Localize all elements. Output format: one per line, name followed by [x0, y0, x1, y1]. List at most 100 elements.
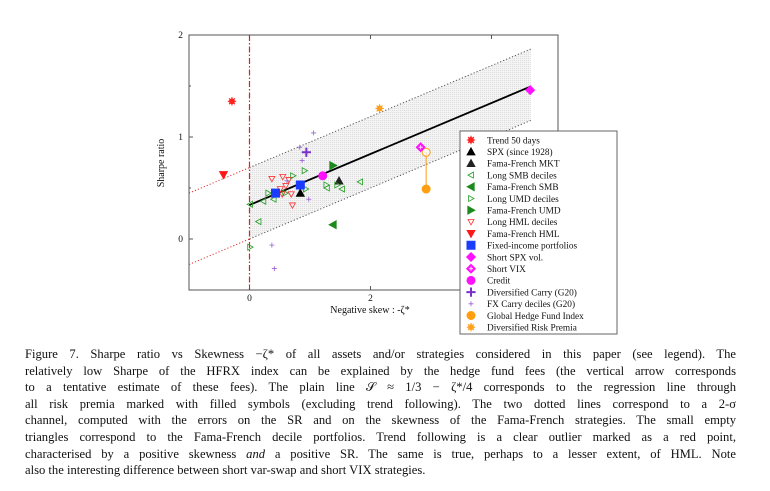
point-fixed-income-portfolios [271, 188, 281, 198]
point-long-umd-deciles [290, 172, 297, 180]
point-fama-french-umd-shape [329, 160, 338, 171]
legend-marker-long-umd-deciles-shape [468, 194, 475, 203]
point-long-umd-deciles-shape [247, 243, 254, 251]
legend-box [459, 130, 618, 335]
legend-marker-global-hedge-fund-index-shape [466, 310, 476, 320]
point-fixed-income-portfolios-shape [295, 180, 305, 190]
legend-marker-diversified-risk-premia [466, 323, 476, 332]
point-global-hedge-fund-index-shape [421, 184, 431, 194]
legend-marker-fama-french-hml [466, 229, 476, 239]
legend-label: Trend 50 days [487, 136, 540, 146]
legend-marker-long-hml-deciles-shape [467, 219, 475, 226]
point-fx-carry-deciles-g20-shape [297, 144, 303, 150]
channel-upper-line-negative [189, 167, 250, 194]
point-long-hml-deciles-shape [279, 173, 287, 181]
y-tick-label: 0 [178, 235, 183, 245]
point-long-hml-deciles [288, 202, 297, 210]
legend-marker-short-spx-vol-shape [465, 251, 477, 263]
sharpe-vs-skew-chart: 0 2 0 1 2 Sharpe ratio Negative skew : -ζ* T… [156, 31, 618, 335]
point-spx-since-1928 [295, 188, 306, 197]
legend-marker-long-hml-deciles [467, 219, 475, 226]
point-fixed-income-portfolios-shape [271, 188, 281, 198]
point-long-smb-deciles-shape [259, 197, 267, 205]
channel-band [249, 49, 531, 240]
point-long-smb-deciles-shape [356, 178, 363, 186]
legend-label: Fixed-income portfolios [487, 241, 577, 252]
legend-label: Fama-French SMB [487, 183, 559, 193]
legend-marker-diversified-carry-g20-shape [466, 287, 476, 297]
legend-marker-fx-carry-deciles-g20-shape [468, 301, 474, 307]
point-long-smb-deciles [246, 200, 253, 208]
legend-marker-fama-french-mkt-shape [466, 158, 476, 168]
point-global-hedge-fund-index [421, 184, 431, 194]
legend-label: Credit [487, 277, 511, 287]
point-fama-french-hml-shape [218, 171, 229, 180]
caption-line: relatively low Sharpe of the HFRX index … [25, 363, 736, 378]
point-fx-carry-deciles-g20-shape [284, 178, 290, 184]
point-trend-50-days [227, 97, 237, 106]
legend-label: Fama-French HML [487, 230, 560, 240]
legend-marker-short-vix-cross [468, 266, 474, 271]
caption-text: a positive SR. The same is true, perhaps… [274, 446, 736, 461]
legend-marker-short-vix [465, 263, 477, 274]
x-axis-label: Negative skew : -ζ* [330, 305, 409, 316]
legend-marker-fixed-income-portfolios-shape [466, 240, 476, 250]
point-long-smb-deciles-shape [254, 217, 262, 226]
legend-marker-trend-50-days [466, 135, 476, 145]
legend-marker-fama-french-umd-shape [467, 205, 476, 215]
point-long-hml-deciles [282, 183, 290, 190]
point-credit-shape [318, 171, 328, 181]
point-short-spx-vol [525, 85, 536, 96]
point-fx-carry-deciles-g20-shape [299, 157, 305, 163]
figure-caption: Figure 7. Sharpe ratio vs Skewness −ζ* o… [25, 346, 736, 479]
legend-marker-trend-50-days-rays [466, 135, 476, 145]
point-diversified-risk-premia-rays [375, 104, 384, 113]
channel-lower-line-negative [189, 238, 250, 265]
legend-label: Fama-French UMD [487, 207, 561, 217]
point-fama-french-smb-shape [328, 220, 337, 230]
legend-label: Fama-French MKT [487, 160, 560, 170]
legend-marker-credit-shape [466, 275, 476, 285]
point-fx-carry-deciles-g20 [311, 130, 317, 136]
point-short-vix [415, 142, 426, 153]
point-long-smb-deciles [356, 178, 363, 186]
point-fx-carry-deciles-g20 [284, 178, 290, 184]
point-long-smb-deciles-shape [338, 185, 345, 193]
legend-marker-fixed-income-portfolios [466, 240, 476, 250]
point-fx-carry-deciles-g20-shape [311, 130, 317, 136]
point-fama-french-smb [328, 220, 337, 230]
point-long-umd-deciles [265, 189, 273, 197]
legend-label: Long UMD deciles [487, 195, 559, 205]
legend-marker-spx-since-1928-shape [466, 146, 476, 156]
point-credit [318, 171, 328, 181]
legend-marker-fama-french-umd [467, 205, 476, 215]
legend-label: Global Hedge Fund Index [487, 312, 584, 322]
point-long-hml-deciles-shape [278, 191, 286, 198]
legend-label: Long SMB deciles [487, 171, 557, 181]
point-long-smb-deciles-shape [246, 200, 253, 208]
caption-text: characterised by a positive skewness [25, 446, 237, 461]
point-fx-carry-deciles-g20-shape [306, 196, 312, 202]
plot-area [189, 35, 536, 290]
caption-line: characterised by a positive skewness and… [25, 446, 736, 463]
legend-marker-fama-french-smb-shape [466, 182, 475, 192]
legend-label: Diversified Risk Premia [487, 323, 577, 334]
point-fx-carry-deciles-g20 [269, 242, 275, 248]
point-diversified-carry-g20 [301, 147, 311, 157]
point-fx-carry-deciles-g20-shape [271, 266, 277, 272]
legend-marker-diversified-risk-premia-rays [466, 323, 476, 332]
point-long-umd-deciles [301, 166, 309, 175]
legend-marker-credit [466, 275, 476, 285]
axes: 0 2 0 1 2 [178, 31, 558, 304]
legend-label: Short VIX [487, 265, 526, 275]
y-axis-label: Sharpe ratio [156, 139, 167, 188]
point-long-umd-deciles-shape [323, 181, 331, 189]
legend-marker-spx-since-1928 [466, 146, 476, 156]
caption-line: triangles correspond to the Fama-French … [25, 429, 736, 444]
legend-marker-short-spx-vol [465, 251, 477, 263]
point-fx-carry-deciles-g20 [297, 144, 303, 150]
point-fx-carry-deciles-g20 [299, 157, 305, 163]
y-tick-label: 2 [178, 31, 183, 41]
caption-line: Figure 7. Sharpe ratio vs Skewness −ζ* o… [25, 347, 736, 361]
